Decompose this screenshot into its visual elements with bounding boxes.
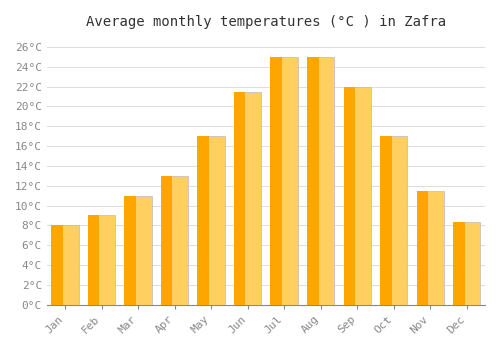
Bar [380, 136, 392, 304]
Bar [198, 136, 209, 304]
Bar [307, 57, 318, 304]
Bar [52, 225, 79, 304]
Bar [270, 57, 298, 304]
Bar [416, 191, 444, 304]
Bar [52, 225, 63, 304]
Bar [270, 57, 282, 304]
Bar [198, 136, 225, 304]
Bar [161, 176, 188, 304]
Bar [344, 87, 355, 304]
Bar [88, 216, 100, 304]
Bar [453, 222, 480, 304]
Bar [344, 87, 371, 304]
Bar [88, 216, 116, 304]
Bar [307, 57, 334, 304]
Bar [380, 136, 407, 304]
Bar [124, 196, 136, 304]
Bar [453, 222, 464, 304]
Title: Average monthly temperatures (°C ) in Zafra: Average monthly temperatures (°C ) in Za… [86, 15, 446, 29]
Bar [234, 92, 245, 304]
Bar [124, 196, 152, 304]
Bar [161, 176, 172, 304]
Bar [234, 92, 262, 304]
Bar [416, 191, 428, 304]
